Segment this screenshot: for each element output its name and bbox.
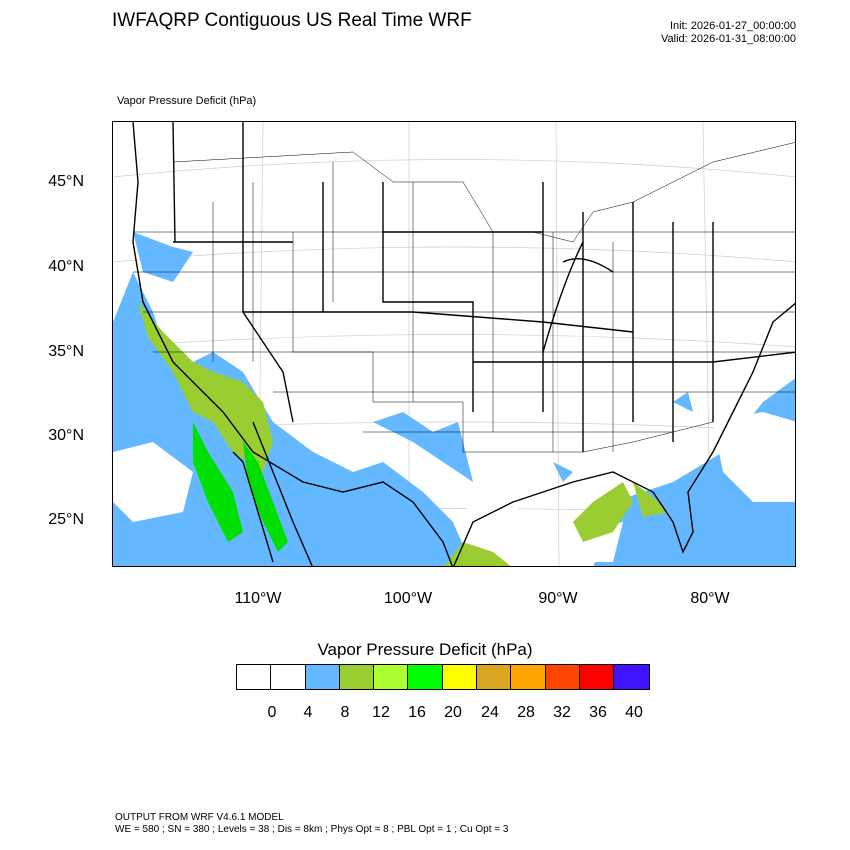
legend-swatch xyxy=(305,665,340,689)
legend-tick-label: 32 xyxy=(553,704,571,721)
field-label: Vapor Pressure Deficit (hPa) xyxy=(117,95,257,107)
legend-swatch xyxy=(237,665,272,689)
lat-label-25: 25°N xyxy=(48,511,84,528)
legend-tick-label: 28 xyxy=(517,704,535,721)
legend-tick-label: 12 xyxy=(372,704,390,721)
legend-tick-label: 8 xyxy=(340,704,350,721)
legend-swatch xyxy=(477,665,512,689)
legend-swatch xyxy=(545,665,580,689)
model-info-line2: WE = 580 ; SN = 380 ; Levels = 38 ; Dis … xyxy=(115,824,509,835)
state-borders xyxy=(132,122,795,566)
vpd-shading-white xyxy=(113,412,795,566)
legend-tick-label: 40 xyxy=(625,704,643,721)
legend-swatch xyxy=(579,665,615,689)
legend-colorbar xyxy=(236,664,650,690)
legend-tick-label: 24 xyxy=(481,704,499,721)
lon-label-110: 110°W xyxy=(234,590,282,607)
legend-swatch xyxy=(408,665,443,689)
legend-swatch xyxy=(511,665,546,689)
vpd-shading-blue xyxy=(113,232,795,566)
legend-swatch xyxy=(614,665,649,689)
vpd-shading-green xyxy=(193,422,288,552)
legend-tick-label: 36 xyxy=(589,704,607,721)
valid-time: Valid: 2026-01-31_08:00:00 xyxy=(661,33,796,45)
legend-tick-label: 16 xyxy=(408,704,426,721)
legend-swatch xyxy=(374,665,409,689)
lat-label-35: 35°N xyxy=(48,343,84,360)
init-time: Init: 2026-01-27_00:00:00 xyxy=(670,20,796,32)
legend-swatch xyxy=(339,665,375,689)
lon-label-80: 80°W xyxy=(690,590,730,607)
lat-label-40: 40°N xyxy=(48,258,84,275)
map-title: IWFAQRP Contiguous US Real Time WRF xyxy=(112,10,472,31)
lat-label-45: 45°N xyxy=(48,173,84,190)
legend-tick-label: 0 xyxy=(267,704,277,721)
map-panel xyxy=(112,121,796,567)
vpd-shading-olive xyxy=(138,302,668,566)
legend-swatch xyxy=(442,665,478,689)
map-canvas xyxy=(113,122,795,566)
legend-tick-label: 4 xyxy=(303,704,313,721)
model-info-line1: OUTPUT FROM WRF V4.6.1 MODEL xyxy=(115,812,284,823)
lon-label-100: 100°W xyxy=(383,590,433,607)
lon-label-90: 90°W xyxy=(538,590,578,607)
legend-title: Vapor Pressure Deficit (hPa) xyxy=(317,640,533,659)
lat-label-30: 30°N xyxy=(48,427,84,444)
legend-swatch xyxy=(271,665,306,689)
legend-tick-label: 20 xyxy=(444,704,462,721)
